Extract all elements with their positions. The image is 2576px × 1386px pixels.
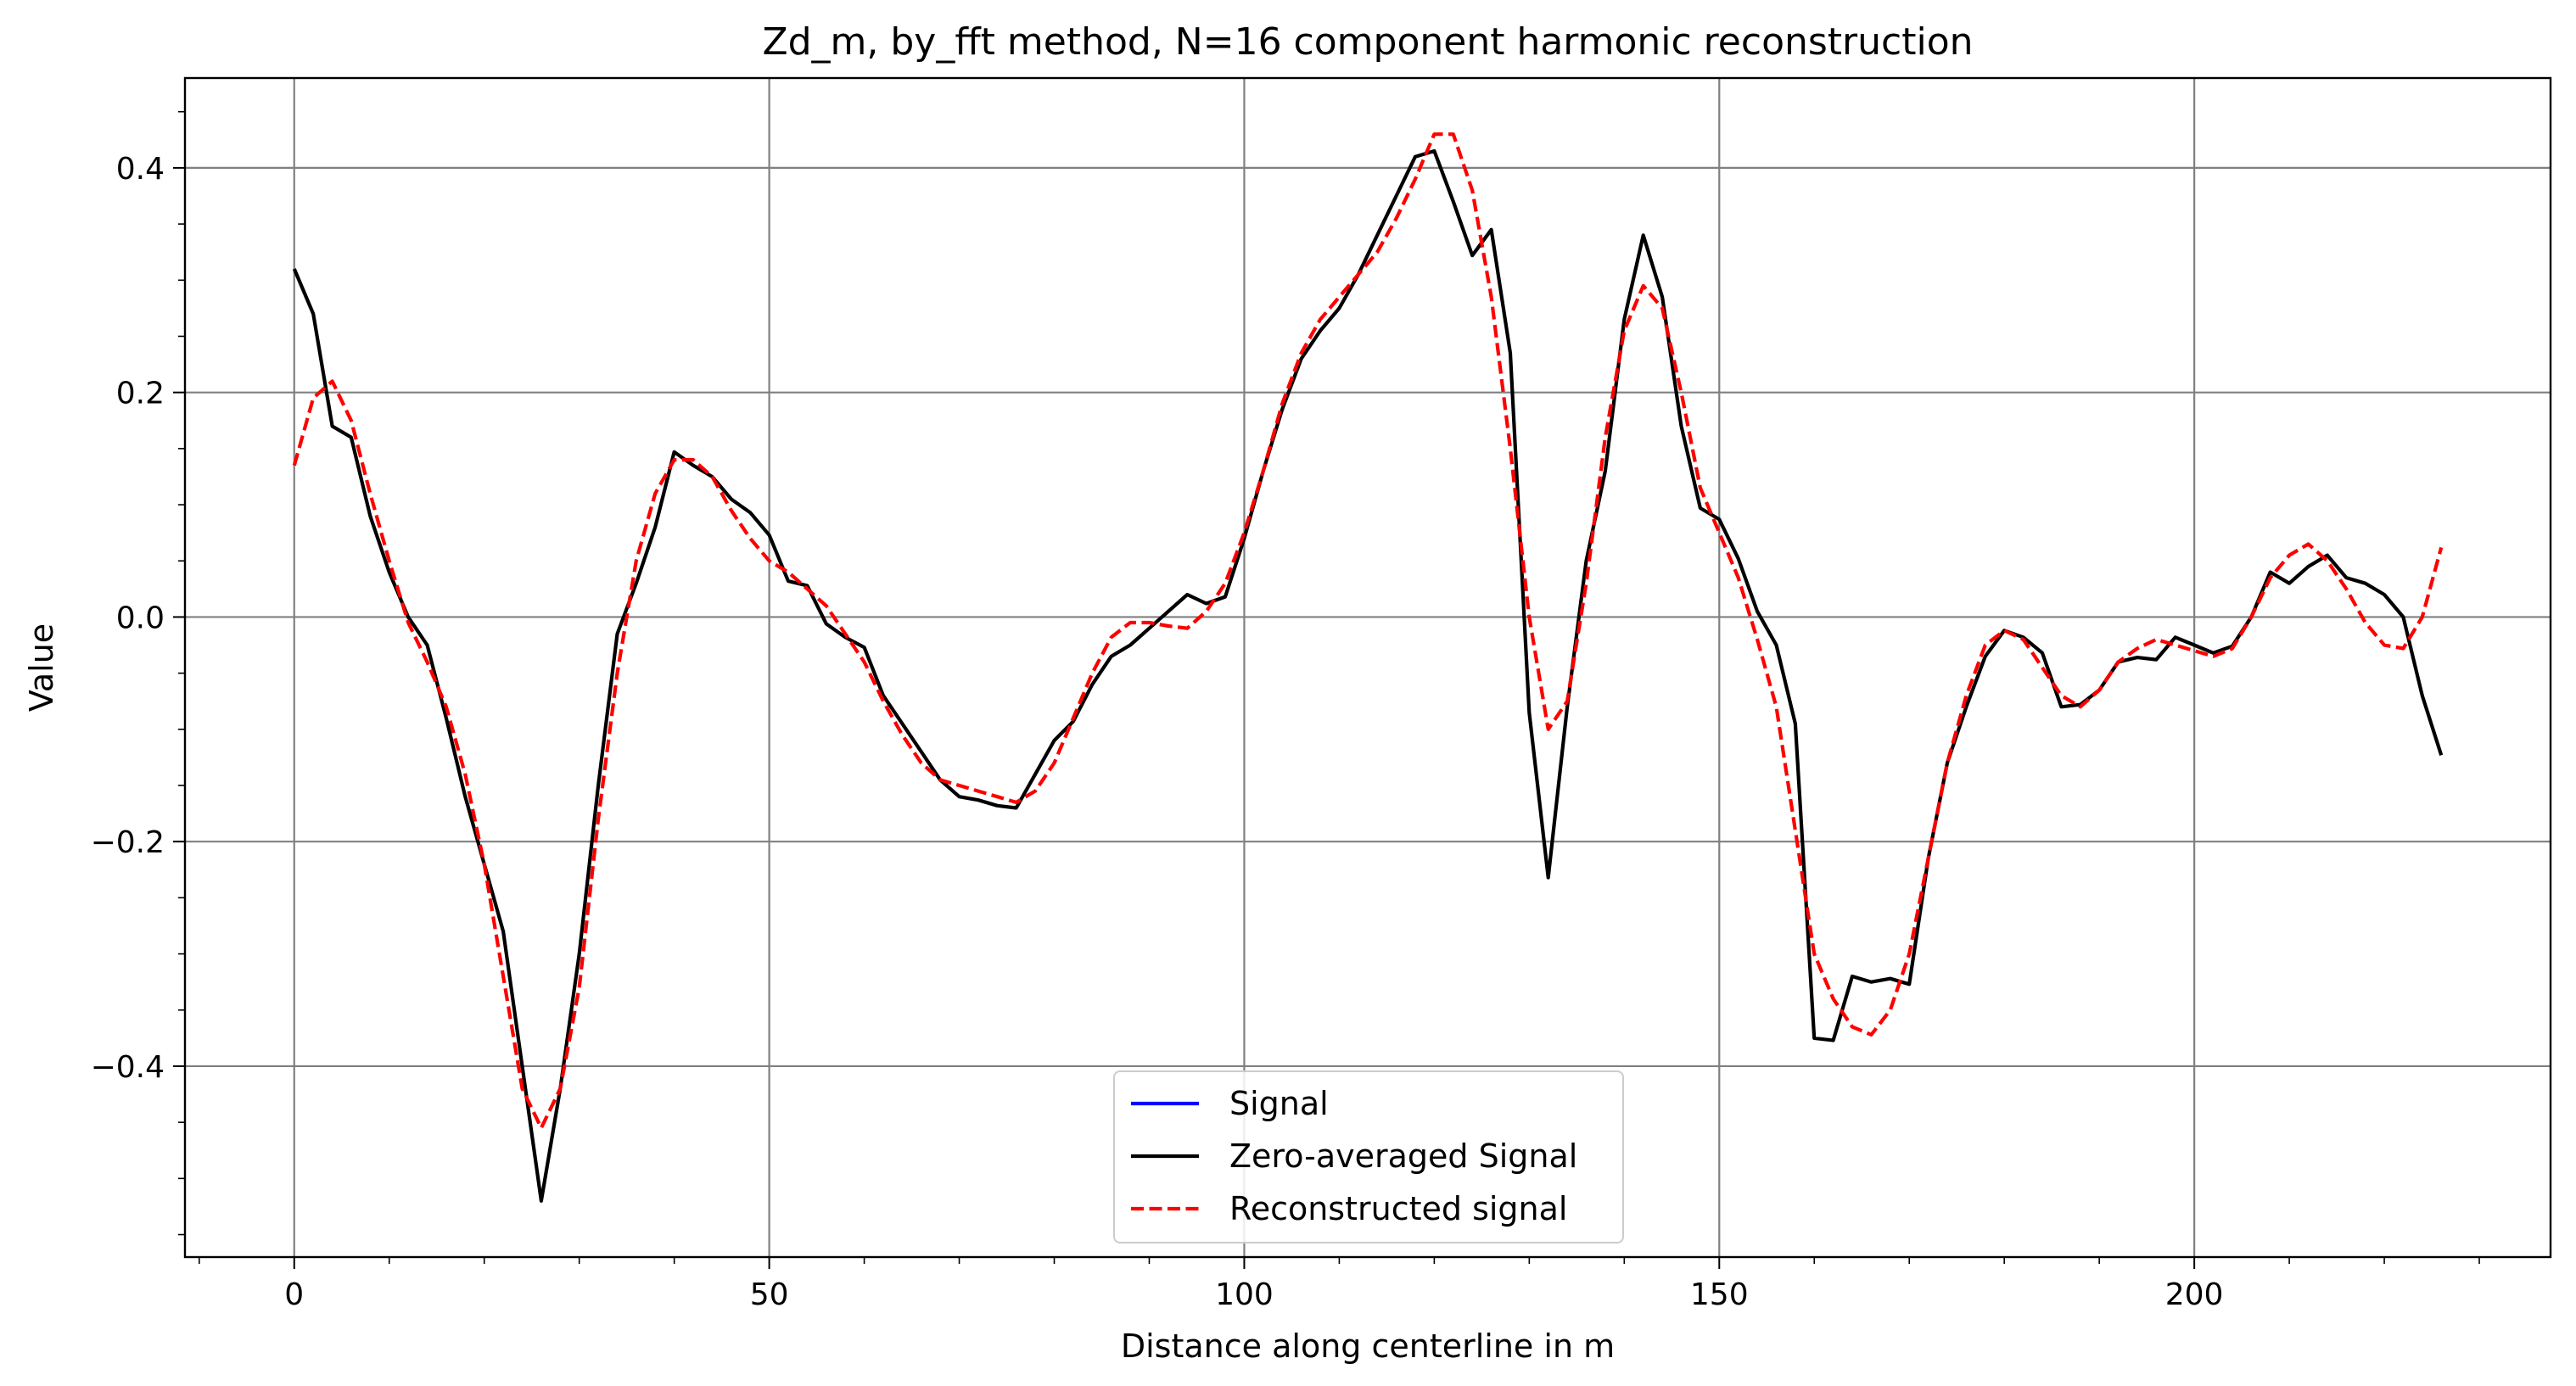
x-tick-label: 100 [1215,1277,1274,1312]
y-tick-label: 0.4 [116,152,165,187]
legend: Signal Zero-averaged Signal Reconstructed … [1113,1070,1624,1243]
x-axis-label: Distance along centerline in m [1121,1327,1615,1365]
series-line-2 [292,132,2444,1130]
y-tick-label: −0.4 [91,1050,165,1085]
y-tick-label: −0.2 [91,825,165,860]
legend-label-0: Signal [1229,1085,1329,1122]
x-tick-label: 0 [284,1277,304,1312]
x-tick-label: 150 [1690,1277,1749,1312]
ticks: 0 50 100 150 200 −0.4 −0.2 0.0 0.2 0.4 [91,110,2480,1312]
grid [185,78,2551,1257]
legend-box [1113,1070,1624,1243]
y-tick-label: 0.2 [116,377,165,411]
x-tick-label: 200 [2165,1277,2224,1312]
y-axis-label: Value [23,623,60,712]
plot-area [292,132,2444,1203]
axes-frame [183,76,2552,1259]
y-tick-label: 0.0 [116,601,165,635]
legend-label-2: Reconstructed signal [1229,1190,1567,1227]
legend-label-1: Zero-averaged Signal [1229,1137,1577,1175]
chart-title: Zd_m, by_fft method, N=16 component harm… [762,20,1973,64]
x-tick-label: 50 [750,1277,789,1312]
